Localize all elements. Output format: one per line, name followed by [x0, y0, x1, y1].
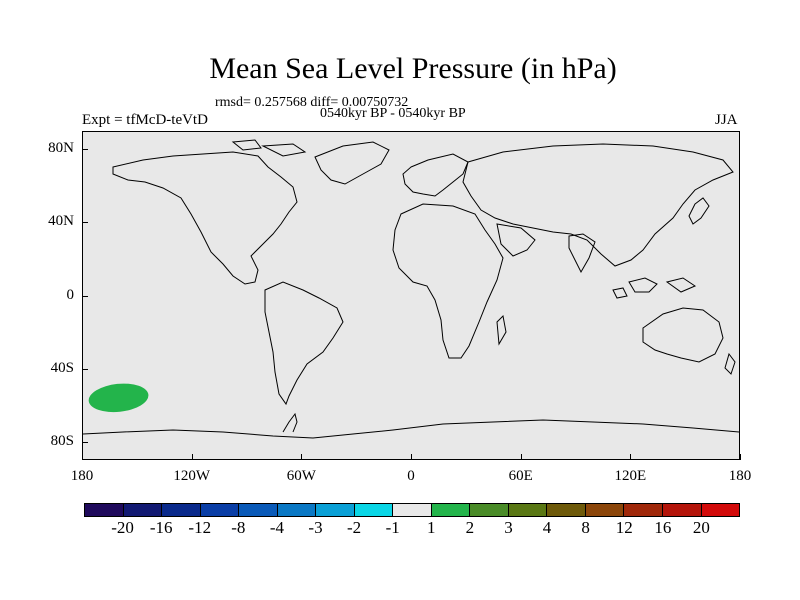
colorbar-cell [662, 504, 702, 516]
lon-tick [740, 454, 741, 460]
lon-tick-label: 180 [70, 468, 94, 484]
lat-tick-label: 80N [48, 140, 74, 157]
colorbar-cell [277, 504, 317, 516]
lat-tick-label: 0 [66, 286, 75, 303]
lat-tick [82, 295, 88, 297]
colorbar-cell [162, 504, 201, 516]
colorbar-cell [123, 504, 163, 516]
colorbar-label: -3 [308, 518, 323, 537]
lat-tick [82, 149, 88, 151]
colorbar-label: -12 [188, 518, 212, 537]
colorbar [84, 503, 740, 517]
lat-tick [82, 368, 88, 370]
season-label: JJA [715, 112, 738, 128]
world-map [83, 139, 739, 439]
lat-tick [82, 222, 88, 224]
colorbar-cell [200, 504, 240, 516]
colorbar-cell [547, 504, 586, 516]
period-subtitle: 0540kyr BP - 0540kyr BP [320, 106, 466, 121]
lat-tick-label: 40S [50, 359, 74, 376]
lon-tick-label: 180 [728, 468, 752, 484]
lat-tick-label: 80S [50, 432, 74, 449]
lon-tick [82, 454, 83, 460]
colorbar-label: -20 [111, 518, 134, 537]
lon-tick [630, 454, 632, 460]
colorbar-cell [701, 504, 740, 516]
lon-tick-label: 0 [407, 468, 415, 484]
colorbar-label: -4 [269, 518, 285, 537]
stats-subtitle: rmsd= 0.257568 diff= 0.00750732 [215, 95, 409, 110]
colorbar-label: 3 [504, 518, 513, 537]
coastlines [83, 139, 739, 439]
lon-tick-label: 120W [173, 468, 210, 484]
experiment-label: Expt = tfMcD-teVtD [82, 112, 208, 128]
colorbar-cell [85, 504, 124, 516]
colorbar-cell [624, 504, 663, 516]
pressure-anomaly-region [88, 383, 149, 413]
colorbar-cell [239, 504, 278, 516]
colorbar-label: -8 [231, 518, 246, 537]
colorbar-label: -2 [347, 518, 362, 537]
chart-title: Mean Sea Level Pressure (in hPa) [209, 52, 617, 85]
lon-tick [191, 454, 193, 460]
colorbar-cell [585, 504, 625, 516]
colorbar-label: 4 [542, 518, 552, 537]
colorbar-label: 16 [654, 518, 672, 537]
colorbar-label: -1 [385, 518, 400, 537]
map-panel [82, 131, 740, 460]
anomaly-layer [88, 383, 149, 413]
lat-tick-label: 40N [48, 213, 74, 230]
lon-tick-label: 60W [286, 468, 316, 484]
lon-tick-label: 60E [508, 468, 533, 484]
colorbar-cell [431, 504, 471, 516]
colorbar-label: 1 [427, 518, 436, 537]
colorbar-label: 8 [581, 518, 590, 537]
lon-tick [301, 454, 303, 460]
colorbar-cell [354, 504, 394, 516]
colorbar-label: 2 [465, 518, 475, 537]
lon-tick-label: 120E [614, 468, 647, 484]
colorbar-cell [470, 504, 509, 516]
colorbar-cell [393, 504, 432, 516]
colorbar-cell [508, 504, 548, 516]
colorbar-label: 12 [615, 518, 633, 537]
lat-tick [82, 441, 88, 443]
lon-tick [411, 454, 412, 460]
lon-tick [520, 454, 522, 460]
colorbar-cell [316, 504, 355, 516]
colorbar-label: -16 [149, 518, 173, 537]
colorbar-label: 20 [692, 518, 710, 537]
